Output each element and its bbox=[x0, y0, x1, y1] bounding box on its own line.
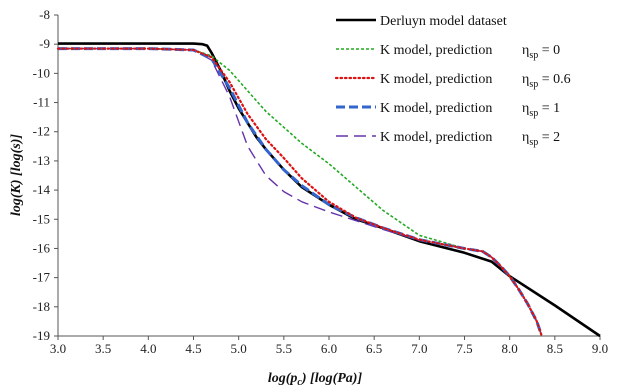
series-line-3 bbox=[58, 47, 543, 335]
y-tick-label: -14 bbox=[33, 182, 51, 197]
plot-area bbox=[57, 15, 600, 337]
series-line-4 bbox=[58, 47, 542, 335]
legend-label: K model, prediction bbox=[380, 72, 492, 87]
series-line-2 bbox=[56, 47, 543, 336]
y-tick-label: -8 bbox=[39, 7, 50, 22]
legend-eta-label: ηsp = 1 bbox=[522, 101, 560, 119]
legend-label: K model, prediction bbox=[380, 130, 492, 145]
y-tick-label: -16 bbox=[33, 240, 51, 255]
legend-eta-label: ηsp = 2 bbox=[522, 130, 560, 148]
y-tick-label: -19 bbox=[33, 328, 50, 343]
series-layer bbox=[56, 42, 601, 338]
legend-label: Derluyn model dataset bbox=[380, 14, 507, 29]
x-tick-label: 3.5 bbox=[95, 341, 111, 356]
x-tick-label: 3.0 bbox=[50, 341, 66, 356]
legend-eta-label: ηsp = 0.6 bbox=[522, 72, 571, 90]
y-tick-label: -10 bbox=[33, 65, 50, 80]
y-tick-label: -18 bbox=[33, 299, 50, 314]
y-tick-label: -11 bbox=[33, 95, 50, 110]
x-tick-label: 7.5 bbox=[456, 341, 472, 356]
y-axis-title: log(K) [log(s)] bbox=[9, 134, 24, 216]
x-tick-label: 8.0 bbox=[502, 341, 518, 356]
x-tick-label: 7.0 bbox=[411, 341, 427, 356]
y-axis: -8 -9 -10 -11 -12 -13 -14 -15 -16 -17 -18 -19 bbox=[33, 7, 58, 343]
y-tick-label: -15 bbox=[33, 211, 50, 226]
legend-eta-label: ηsp = 0 bbox=[522, 43, 560, 61]
x-tick-label: 4.0 bbox=[140, 341, 156, 356]
x-tick-label: 9.0 bbox=[592, 341, 608, 356]
y-tick-label: -9 bbox=[39, 36, 50, 51]
x-tick-label: 5.0 bbox=[231, 341, 247, 356]
x-tick-label: 6.0 bbox=[321, 341, 337, 356]
y-tick-label: -17 bbox=[33, 270, 51, 285]
series-line-1 bbox=[58, 47, 543, 335]
y-tick-label: -13 bbox=[33, 153, 50, 168]
legend-label: K model, prediction bbox=[380, 101, 492, 116]
x-axis-title-sub: c bbox=[297, 377, 302, 388]
legend: Derluyn model dataset K model, prediction… bbox=[334, 14, 571, 148]
x-axis-title: log(pc) [log(Pa)] bbox=[268, 371, 363, 388]
x-tick-label: 6.5 bbox=[366, 341, 382, 356]
legend-label: K model, prediction bbox=[380, 43, 492, 58]
x-tick-label: 4.5 bbox=[185, 341, 201, 356]
x-axis: 3.0 3.5 4.0 4.5 5.0 5.5 6.0 6.5 7.0 7.5 8.0 8.5 9.0 bbox=[50, 336, 608, 356]
x-tick-label: 8.5 bbox=[547, 341, 563, 356]
x-axis-title-tail: ) [log(Pa)] bbox=[300, 371, 363, 386]
x-tick-label: 5.5 bbox=[276, 341, 292, 356]
x-axis-title-main: log(p bbox=[268, 371, 298, 386]
y-tick-label: -12 bbox=[33, 124, 50, 139]
